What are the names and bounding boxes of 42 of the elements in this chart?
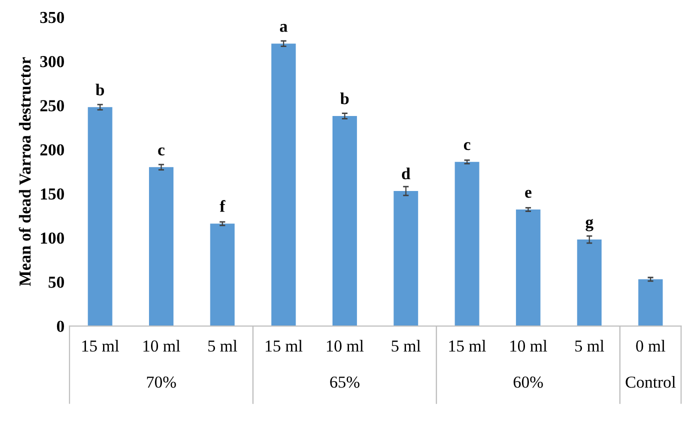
y-tick-label: 250 (40, 100, 64, 112)
y-axis-title: Mean of dead Varroa destructor (18, 57, 31, 286)
y-tick-label: 300 (40, 56, 64, 68)
data-label: c (158, 147, 165, 156)
x-tick-label: 10 ml (326, 340, 364, 352)
data-label: d (402, 168, 410, 180)
bar (638, 279, 663, 326)
text: 65% (330, 376, 360, 388)
y-tick-label: 350 (40, 12, 64, 24)
x-tick-label: 10 ml (510, 340, 548, 352)
data-label: b (340, 92, 349, 104)
y-tick-label: 0 (56, 320, 64, 332)
x-tick-label: 15 ml (449, 340, 486, 352)
x-tick-label: 5 ml (392, 340, 421, 352)
data-label: c (464, 142, 470, 150)
x-tick-label: 5 ml (208, 340, 238, 352)
text: 70% (147, 376, 176, 388)
bar (271, 44, 296, 326)
bar (577, 240, 602, 326)
data-label: f (220, 200, 226, 212)
data-label: e (525, 190, 532, 198)
data-label: g (586, 218, 594, 232)
text: 60% (514, 376, 543, 388)
x-tick-label: 15 ml (266, 340, 302, 352)
bar (88, 107, 112, 326)
bar (516, 210, 540, 326)
bar (149, 167, 174, 326)
x-tick-label: 15 ml (82, 340, 119, 352)
bar (210, 224, 235, 326)
bar (454, 162, 480, 326)
bar (332, 116, 357, 326)
text: Control (626, 376, 676, 388)
data-label: b (96, 84, 104, 96)
y-tick-label: 50 (48, 276, 64, 288)
x-tick-label: 0 ml (636, 340, 666, 352)
y-tick-label: 200 (40, 144, 64, 156)
x-tick-label: 5 ml (575, 340, 604, 352)
y-tick-label: 100 (40, 232, 64, 244)
x-tick-label: 10 ml (143, 340, 180, 352)
bar (394, 191, 418, 326)
data-label: a (280, 24, 288, 32)
y-tick-label: 150 (40, 188, 64, 200)
